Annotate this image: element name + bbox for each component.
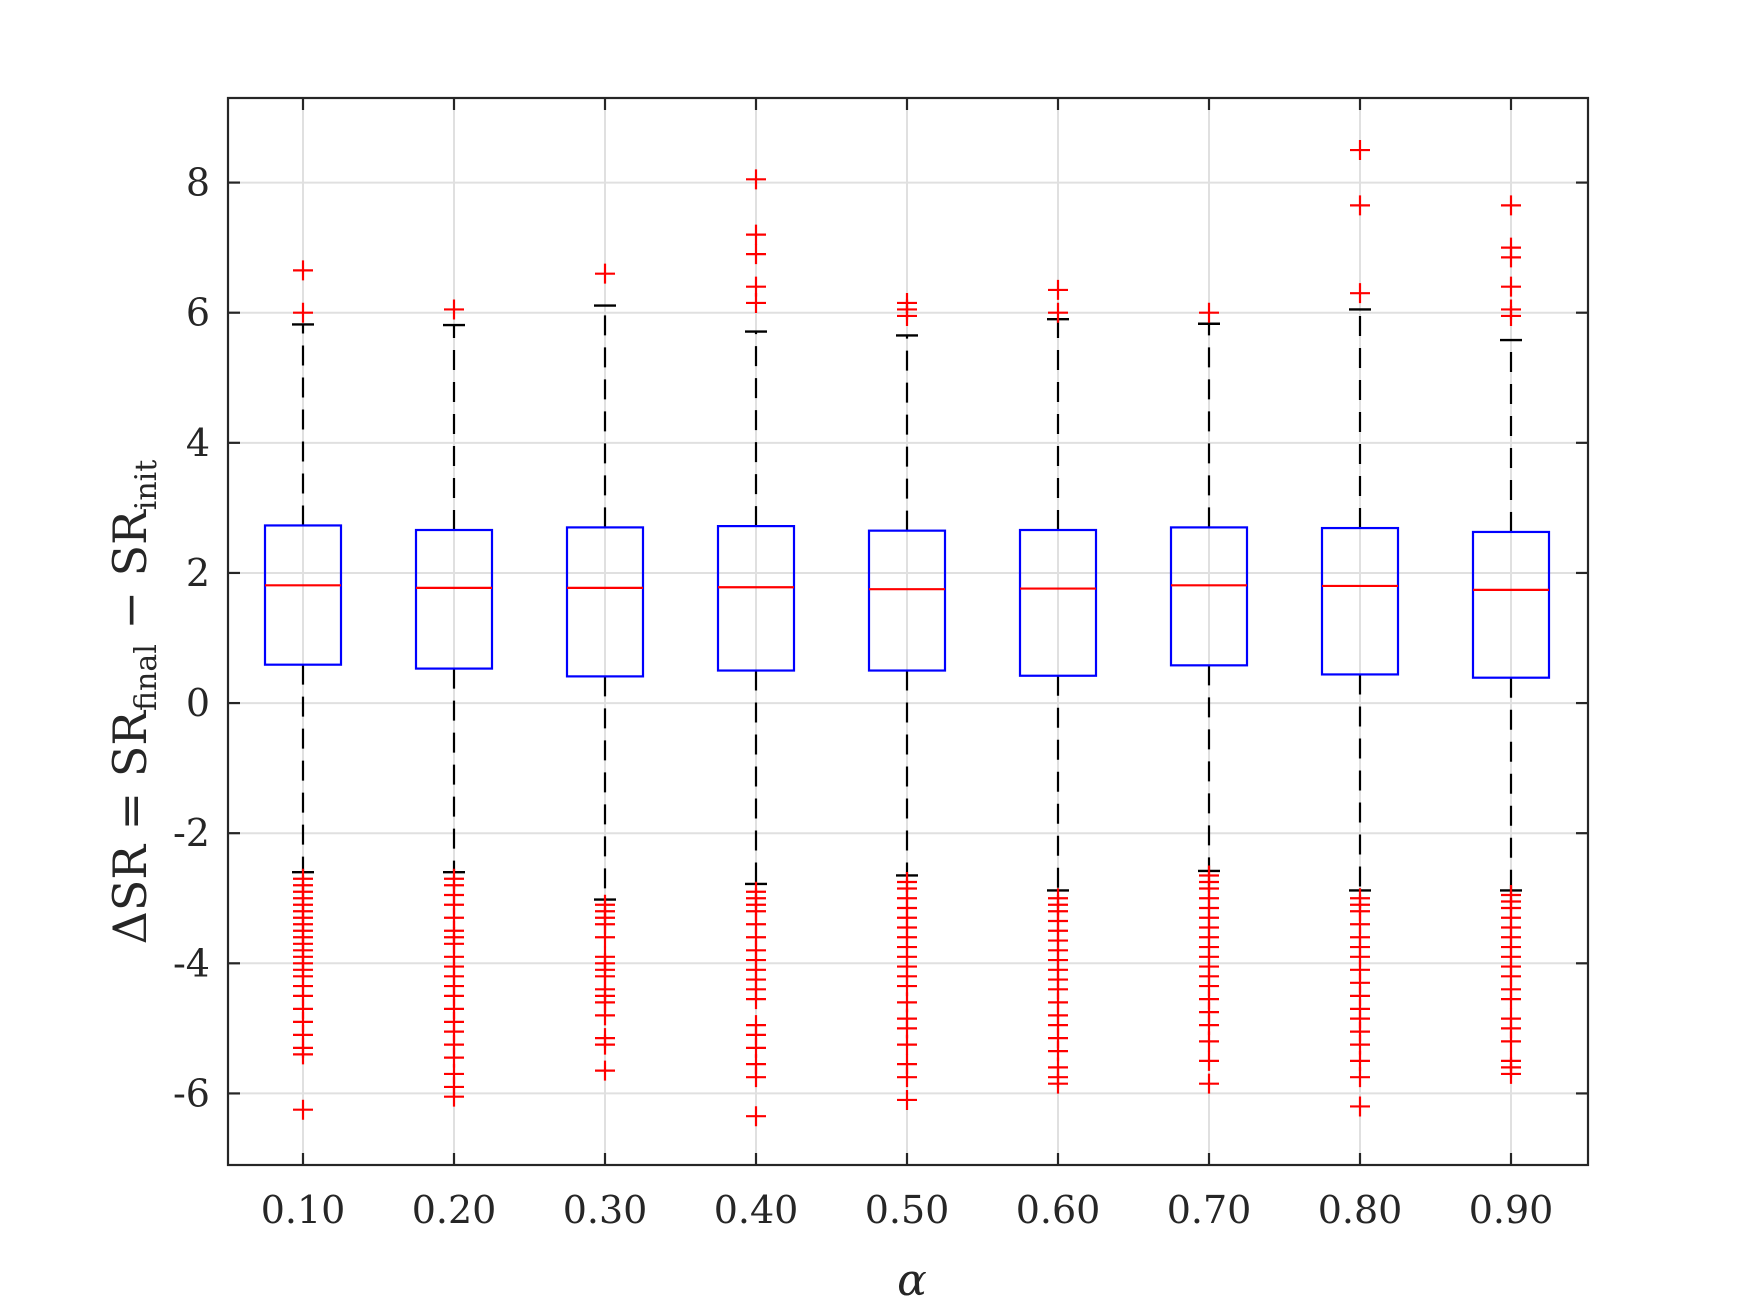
outliers (1350, 140, 1370, 1117)
x-tick-label: 0.40 (714, 1188, 799, 1232)
outlier-marker (1350, 1096, 1370, 1117)
outlier-marker (1350, 195, 1370, 216)
outlier-marker (746, 292, 766, 313)
x-tick-label: 0.20 (412, 1188, 497, 1232)
outlier-marker (746, 169, 766, 190)
x-tick-label: 0.60 (1016, 1188, 1101, 1232)
outlier-marker (595, 1034, 615, 1055)
outlier-marker (1199, 1073, 1219, 1094)
outlier-marker (293, 1099, 313, 1120)
y-tick-label: 0 (186, 681, 210, 725)
x-tick-label: 0.50 (865, 1188, 950, 1232)
box-group-0 (263, 260, 343, 1120)
iqr-box (263, 524, 343, 666)
outliers (897, 292, 917, 1110)
iqr-box (716, 525, 796, 672)
outlier-marker (1048, 1073, 1068, 1094)
y-tick-label: 8 (186, 161, 210, 205)
outlier-marker (1501, 247, 1521, 268)
outlier-marker (1501, 305, 1521, 326)
outlier-marker (746, 1106, 766, 1127)
outlier-marker (595, 1060, 615, 1081)
outlier-marker (897, 1089, 917, 1110)
axis-tick-labels: -6 -4 -2 0 2 4 6 8 0.10 0.20 0.30 0.40 0.50 0.60 0.70 0… (173, 161, 1553, 1232)
outlier-marker (1199, 1050, 1219, 1071)
box-group-8 (1471, 195, 1551, 1084)
iqr-box (1018, 528, 1098, 677)
y-axis-label-middle: − SR (103, 509, 157, 644)
outlier-marker (1501, 1031, 1521, 1052)
box-group-3 (716, 169, 796, 1127)
y-axis-label-sub-final: final (129, 644, 164, 711)
outlier-marker (746, 244, 766, 265)
outliers (1501, 195, 1521, 1084)
x-axis-label: α (897, 1255, 927, 1306)
y-tick-label: -4 (173, 941, 210, 985)
box-group-6 (1169, 302, 1249, 1094)
y-tick-label: 6 (186, 291, 210, 335)
outlier-marker (897, 1067, 917, 1088)
outliers (1048, 279, 1068, 1094)
y-tick-label: -2 (173, 811, 210, 855)
outlier-marker (595, 927, 615, 948)
outlier-marker (1501, 276, 1521, 297)
iqr-box (1320, 526, 1400, 676)
outlier-marker (1199, 302, 1219, 323)
outliers (444, 299, 464, 1107)
y-axis-label: ΔSR = SRfinal − SRinit (103, 460, 164, 945)
outlier-marker (293, 302, 313, 323)
outlier-marker (1501, 989, 1521, 1010)
iqr-box (1169, 526, 1249, 667)
outlier-marker (897, 1034, 917, 1055)
outlier-marker (897, 305, 917, 326)
outlier-marker (293, 260, 313, 281)
outlier-marker (746, 989, 766, 1010)
box-group-1 (414, 299, 494, 1107)
iqr-box (1471, 530, 1551, 679)
box-group-7 (1320, 140, 1400, 1117)
outlier-marker (746, 1067, 766, 1088)
x-tick-label: 0.70 (1167, 1188, 1252, 1232)
outlier-marker (1048, 302, 1068, 323)
box-group-5 (1018, 279, 1098, 1094)
box-group-2 (565, 263, 645, 1081)
outliers (293, 260, 313, 1120)
outliers (746, 169, 766, 1127)
x-tick-label: 0.80 (1318, 1188, 1403, 1232)
x-tick-label: 0.10 (261, 1188, 346, 1232)
x-tick-label: 0.90 (1469, 1188, 1554, 1232)
outliers (1199, 302, 1219, 1094)
y-axis-label-prefix: ΔSR = SR (103, 710, 157, 945)
y-tick-label: 2 (186, 551, 210, 595)
y-tick-label: -6 (173, 1071, 210, 1115)
iqr-box (565, 526, 645, 678)
x-tick-label: 0.30 (563, 1188, 648, 1232)
outlier-marker (1501, 1063, 1521, 1084)
outlier-marker (293, 1044, 313, 1065)
outlier-marker (1199, 1031, 1219, 1052)
outlier-marker (595, 1005, 615, 1026)
outlier-marker (595, 263, 615, 284)
outlier-marker (1350, 1067, 1370, 1088)
outlier-marker (1350, 140, 1370, 161)
iqr-box (414, 528, 494, 670)
outlier-marker (1350, 283, 1370, 304)
axis-ticks (228, 98, 1588, 1165)
iqr-box (867, 529, 947, 672)
outlier-marker (746, 224, 766, 245)
outliers (595, 263, 615, 1081)
outlier-marker (1501, 195, 1521, 216)
y-axis-label-sub-init: init (129, 460, 164, 511)
y-tick-label: 4 (186, 421, 210, 465)
box-group-4 (867, 292, 947, 1110)
outlier-marker (1048, 279, 1068, 300)
box-series (263, 140, 1551, 1127)
outlier-marker (444, 299, 464, 320)
outlier-marker (444, 1086, 464, 1107)
